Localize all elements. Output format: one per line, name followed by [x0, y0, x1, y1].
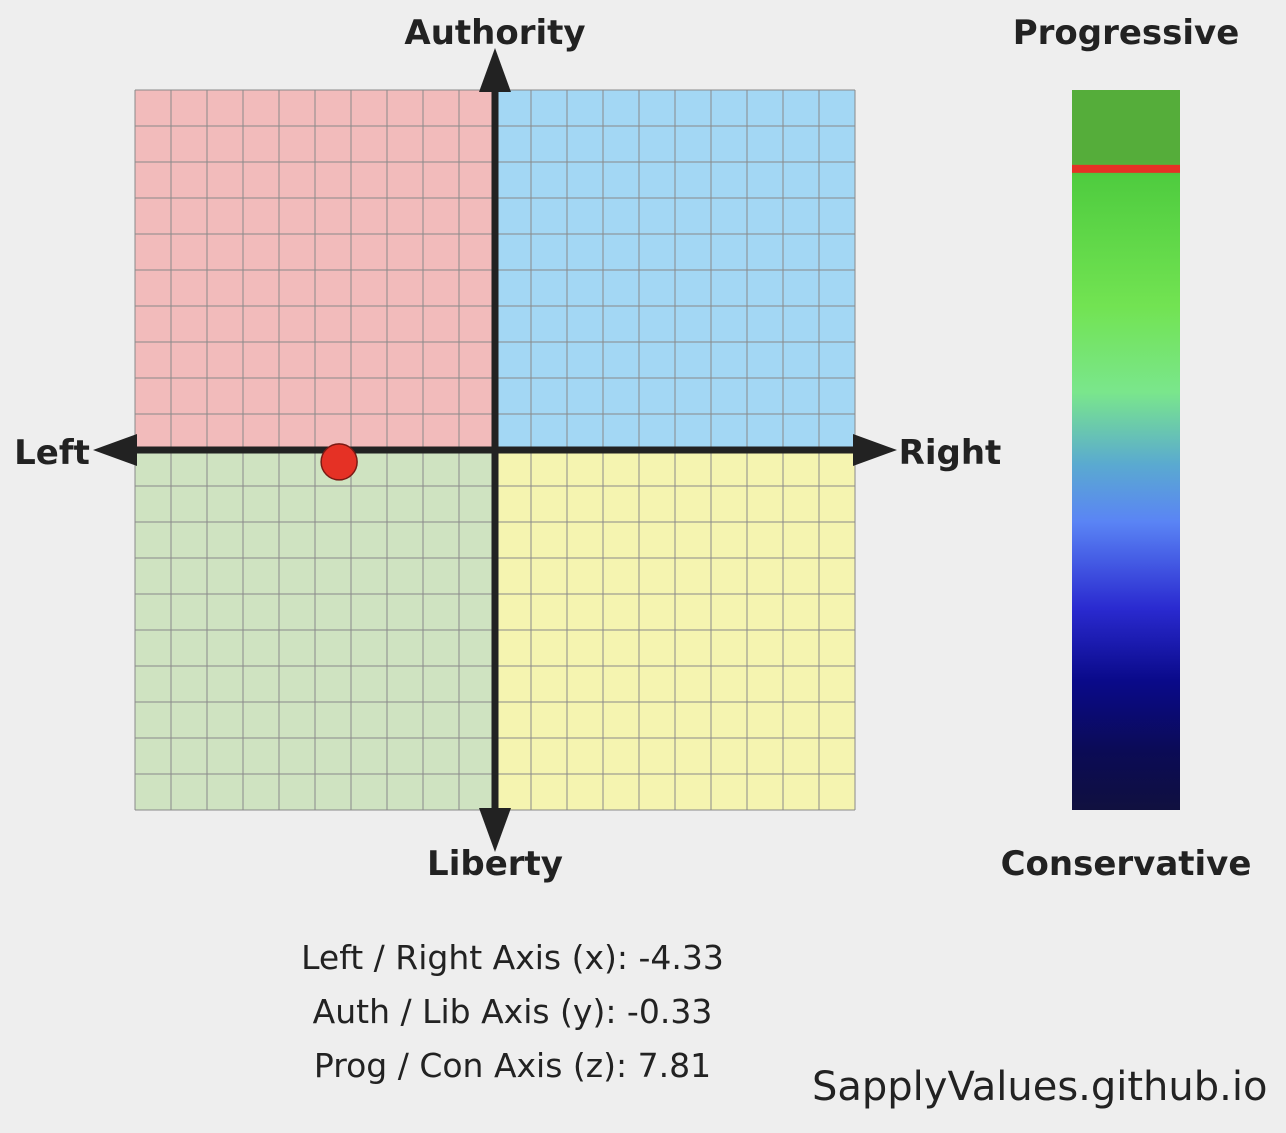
- arrow-up: [479, 48, 511, 92]
- axis-label-right: Right: [899, 433, 1002, 473]
- compass-chart: Authority Liberty Left Right Progressive…: [14, 13, 1252, 884]
- arrow-right: [853, 434, 897, 466]
- x-readout: Left / Right Axis (x): -4.33: [301, 938, 724, 977]
- axis-label-top: Authority: [404, 13, 585, 53]
- z-scale-bottom-label: Conservative: [1001, 844, 1252, 884]
- y-readout: Auth / Lib Axis (y): -0.33: [312, 992, 713, 1031]
- z-scale-marker: [1072, 164, 1180, 173]
- z-scale-bar: [1072, 90, 1180, 810]
- axis-label-left: Left: [14, 433, 90, 473]
- site-watermark: SapplyValues.github.io: [812, 1064, 1268, 1110]
- arrow-down: [479, 808, 511, 852]
- position-marker: [320, 443, 358, 481]
- arrow-left: [93, 434, 137, 466]
- z-scale-top-label: Progressive: [1013, 13, 1240, 53]
- axis-label-bottom: Liberty: [427, 844, 563, 884]
- z-readout: Prog / Con Axis (z): 7.81: [313, 1046, 712, 1085]
